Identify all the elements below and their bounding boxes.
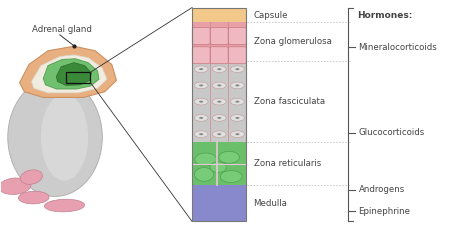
Circle shape <box>194 131 208 137</box>
Ellipse shape <box>45 199 84 212</box>
Circle shape <box>194 82 208 89</box>
Text: Zona glomerulosa: Zona glomerulosa <box>254 37 331 46</box>
Polygon shape <box>43 59 99 89</box>
Circle shape <box>212 114 226 121</box>
Text: Hormones:: Hormones: <box>357 11 413 20</box>
Bar <box>192 8 246 22</box>
Polygon shape <box>31 55 107 93</box>
Text: Medulla: Medulla <box>254 199 287 208</box>
Ellipse shape <box>219 151 239 163</box>
Text: Zona fasciculata: Zona fasciculata <box>254 97 325 106</box>
Circle shape <box>217 117 221 119</box>
Bar <box>192 8 246 221</box>
Circle shape <box>212 131 226 137</box>
Ellipse shape <box>194 168 214 181</box>
Circle shape <box>230 82 244 89</box>
Circle shape <box>235 85 239 86</box>
Circle shape <box>235 101 239 103</box>
Circle shape <box>217 133 221 135</box>
Circle shape <box>217 85 221 86</box>
Text: Capsule: Capsule <box>254 11 288 19</box>
Text: Adrenal gland: Adrenal gland <box>32 25 92 34</box>
FancyBboxPatch shape <box>210 47 228 64</box>
Polygon shape <box>19 46 117 97</box>
Circle shape <box>235 133 239 135</box>
Circle shape <box>235 117 239 119</box>
Circle shape <box>230 66 244 72</box>
Circle shape <box>212 98 226 105</box>
Ellipse shape <box>8 78 102 196</box>
FancyBboxPatch shape <box>228 27 246 44</box>
Circle shape <box>230 131 244 137</box>
Bar <box>66 72 91 83</box>
Circle shape <box>194 66 208 72</box>
Circle shape <box>199 85 203 86</box>
Bar <box>192 185 246 221</box>
Ellipse shape <box>18 191 49 204</box>
Text: Glucocorticoids: Glucocorticoids <box>358 128 425 137</box>
Polygon shape <box>56 63 91 85</box>
Ellipse shape <box>41 94 88 180</box>
Ellipse shape <box>220 171 242 183</box>
Text: Epinephrine: Epinephrine <box>358 207 410 216</box>
Circle shape <box>230 98 244 105</box>
FancyBboxPatch shape <box>228 47 246 64</box>
Text: Mineralocorticoids: Mineralocorticoids <box>358 43 437 52</box>
Circle shape <box>217 101 221 103</box>
FancyBboxPatch shape <box>210 27 228 44</box>
Text: Zona reticularis: Zona reticularis <box>254 159 321 168</box>
Circle shape <box>194 98 208 105</box>
Bar <box>192 22 246 61</box>
Ellipse shape <box>210 162 227 172</box>
Ellipse shape <box>195 153 217 166</box>
Circle shape <box>212 66 226 72</box>
Circle shape <box>199 101 203 103</box>
Circle shape <box>212 82 226 89</box>
Circle shape <box>217 68 221 70</box>
Bar <box>192 142 246 185</box>
FancyBboxPatch shape <box>192 27 210 44</box>
Circle shape <box>230 114 244 121</box>
Circle shape <box>199 117 203 119</box>
Circle shape <box>194 114 208 121</box>
Circle shape <box>199 68 203 70</box>
FancyBboxPatch shape <box>192 47 210 64</box>
Ellipse shape <box>20 170 43 184</box>
Ellipse shape <box>0 178 31 194</box>
Circle shape <box>199 133 203 135</box>
Text: Androgens: Androgens <box>358 185 405 194</box>
Bar <box>192 61 246 142</box>
Circle shape <box>235 68 239 70</box>
